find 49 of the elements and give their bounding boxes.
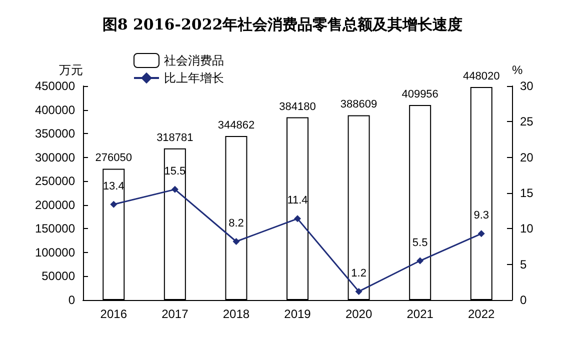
- x-tick-label: 2016: [100, 307, 128, 321]
- y-tick-label: 250000: [34, 174, 76, 188]
- y-tick-label: 300000: [34, 150, 76, 164]
- y-tick-label: 100000: [34, 245, 76, 260]
- data-label: 5.5: [412, 236, 428, 249]
- y-tick-label: 0: [68, 293, 76, 307]
- x-tick-label: 2022: [468, 307, 496, 321]
- data-label: 9.3: [474, 210, 490, 222]
- y-tick-label: 200000: [34, 198, 76, 212]
- data-label: 388609: [340, 98, 378, 111]
- data-label: 15.5: [164, 165, 186, 178]
- x-tick-label: 2017: [162, 307, 189, 321]
- y2-tick-label: 10: [520, 222, 534, 236]
- data-label: 448020: [463, 70, 500, 82]
- y-tick-label: 50000: [42, 269, 76, 284]
- y2-tick-label: 20: [520, 150, 534, 164]
- y-tick-label: 450000: [34, 79, 76, 93]
- point: [171, 186, 178, 193]
- data-label: 1.2: [351, 267, 366, 280]
- y2-tick-label: 25: [520, 114, 534, 129]
- y2-tick-label: 5: [520, 257, 527, 272]
- chart-title: 图8 2016-2022年社会消费品零售总额及其增长速度: [102, 16, 463, 34]
- x-tick-label: 2018: [222, 307, 250, 321]
- y-axis-title: 万元: [59, 63, 83, 77]
- point: [294, 215, 301, 222]
- y2-tick-label: 0: [520, 293, 527, 307]
- y2-tick-label: 15: [520, 186, 534, 200]
- data-label: 276050: [95, 152, 132, 164]
- x-tick-label: 2019: [284, 307, 312, 321]
- y2-axis-title: %: [512, 63, 523, 77]
- data-label: 409956: [402, 88, 438, 101]
- data-label: 344862: [218, 120, 255, 132]
- point: [416, 257, 424, 264]
- y2-tick-label: 30: [520, 79, 534, 93]
- x-tick-label: 2020: [345, 307, 372, 321]
- data-label: 384180: [279, 100, 316, 113]
- point: [110, 200, 118, 208]
- point: [355, 288, 362, 295]
- point: [232, 238, 240, 246]
- y-tick-label: 150000: [34, 222, 76, 236]
- y-tick-label: 350000: [34, 126, 76, 141]
- data-label: 11.4: [287, 194, 308, 207]
- legend-label: 比上年增长: [164, 71, 224, 85]
- legend-label: 社会消费品: [164, 54, 224, 68]
- y-tick-label: 400000: [34, 102, 76, 117]
- data-label: 318781: [156, 132, 194, 144]
- x-tick-label: 2021: [406, 307, 434, 321]
- point: [478, 230, 485, 238]
- data-label: 8.2: [228, 218, 244, 230]
